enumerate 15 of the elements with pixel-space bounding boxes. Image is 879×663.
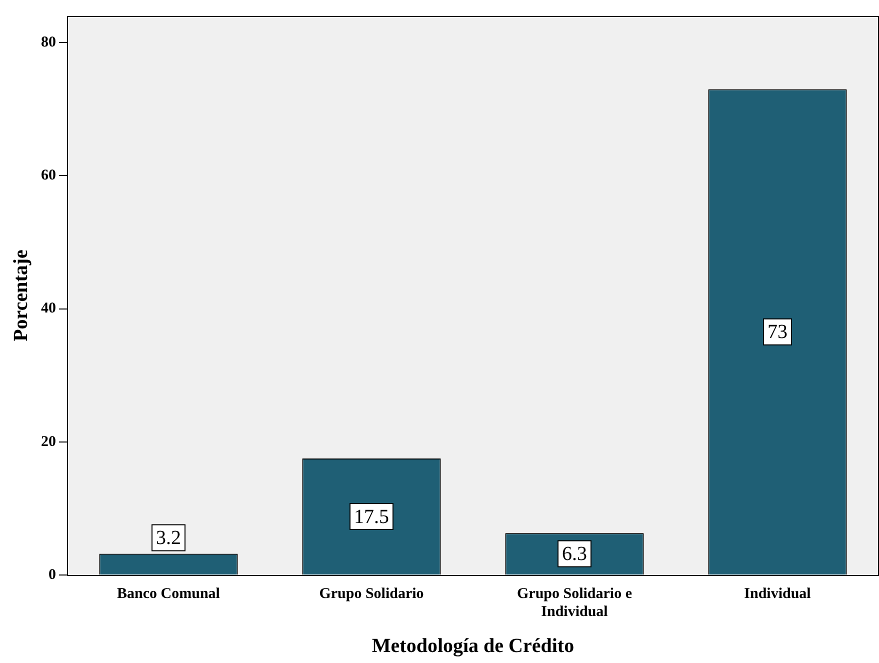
y-tick-label: 20: [41, 434, 56, 450]
data-label: 73: [768, 321, 788, 344]
y-tick-label: 80: [41, 34, 56, 50]
y-tick-label: 0: [48, 566, 56, 583]
x-tick-label: Individual: [744, 586, 811, 602]
x-tick-label: Grupo Solidario e Individual: [516, 586, 632, 620]
y-axis-title: Porcentaje: [10, 249, 32, 342]
x-tick-label: Grupo Solidario: [319, 586, 424, 602]
y-tick-label: 40: [41, 300, 56, 317]
y-tick-label: 60: [41, 168, 56, 184]
x-tick-label: Banco Comunal: [117, 586, 220, 602]
data-label: 3.2: [156, 526, 181, 549]
data-label: 17.5: [354, 506, 389, 528]
x-axis-title: Metodología de Crédito: [372, 635, 574, 658]
data-label: 6.3: [562, 543, 587, 566]
